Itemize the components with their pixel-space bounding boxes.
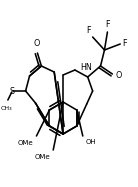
Text: OH: OH [86, 139, 96, 145]
Text: S: S [10, 87, 15, 96]
Text: F: F [86, 26, 91, 35]
Text: O: O [33, 39, 40, 48]
Text: F: F [105, 20, 110, 29]
Text: HN: HN [80, 63, 92, 72]
Text: CH₃: CH₃ [1, 106, 13, 111]
Text: OMe: OMe [35, 154, 50, 160]
Text: O: O [115, 70, 122, 79]
Text: F: F [122, 39, 127, 47]
Text: OMe: OMe [18, 140, 34, 146]
